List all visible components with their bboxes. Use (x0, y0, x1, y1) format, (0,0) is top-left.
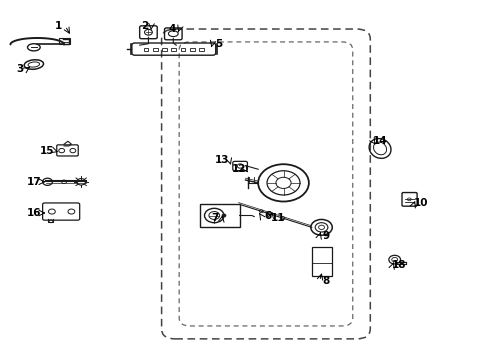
Bar (171, 48, 176, 50)
Bar (311, 247, 331, 276)
Text: 5: 5 (215, 39, 223, 49)
Bar (143, 48, 148, 50)
Circle shape (222, 214, 225, 217)
Bar (153, 48, 158, 50)
Text: 9: 9 (322, 231, 329, 240)
Text: 12: 12 (231, 164, 245, 174)
Text: 17: 17 (26, 177, 41, 187)
Bar (199, 48, 203, 50)
Bar (59, 38, 70, 44)
Text: 11: 11 (270, 213, 285, 222)
Text: 16: 16 (26, 208, 41, 218)
Bar (180, 48, 185, 50)
Text: 7: 7 (211, 213, 219, 222)
Text: 2: 2 (141, 21, 148, 31)
Text: 1: 1 (55, 21, 61, 31)
Text: 15: 15 (40, 145, 54, 156)
Text: 10: 10 (413, 198, 427, 208)
Bar (162, 48, 166, 50)
Text: 8: 8 (322, 276, 329, 286)
Bar (189, 48, 194, 50)
Text: 13: 13 (215, 155, 229, 165)
Text: 6: 6 (264, 211, 271, 221)
Text: 14: 14 (372, 136, 386, 146)
Text: 4: 4 (168, 24, 176, 35)
Text: 18: 18 (391, 260, 406, 270)
Text: 3: 3 (17, 64, 24, 74)
